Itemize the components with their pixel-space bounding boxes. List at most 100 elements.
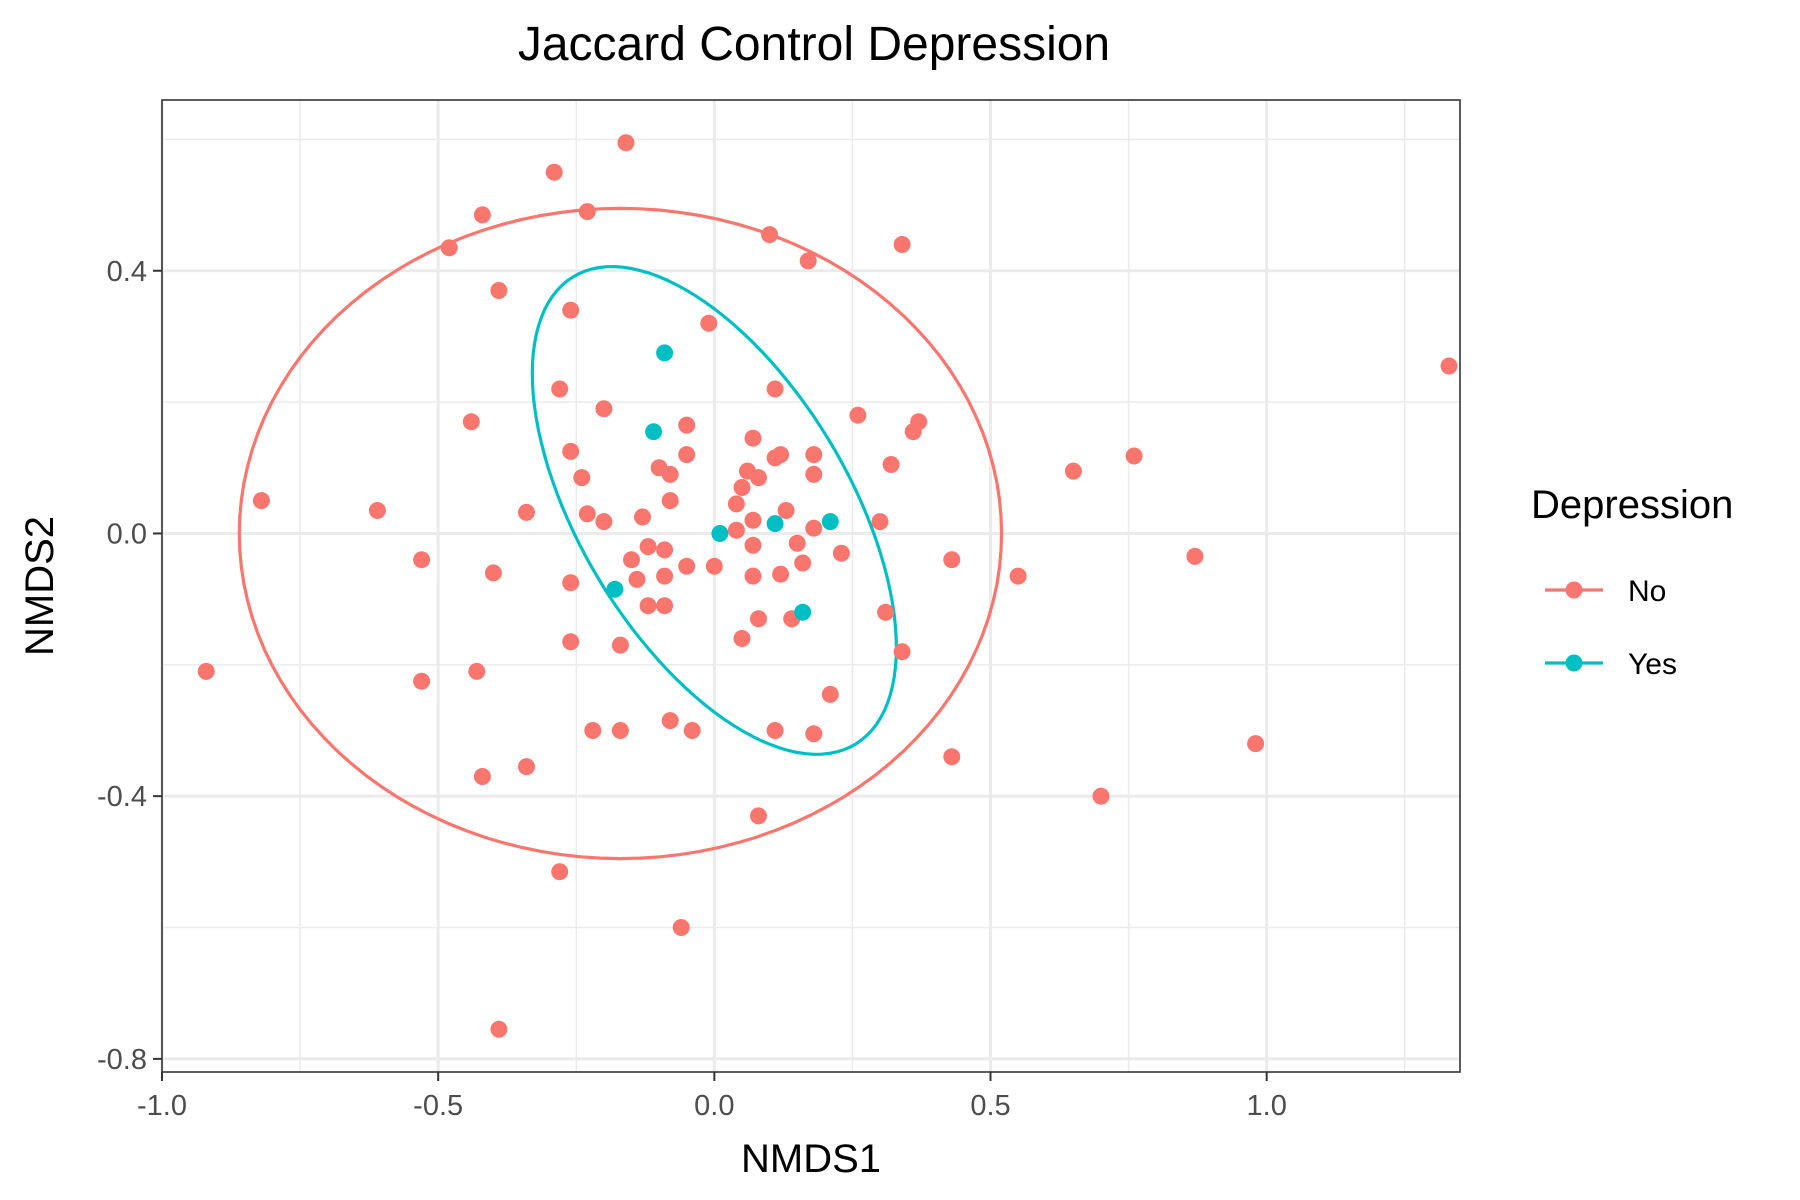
point-no xyxy=(849,406,867,424)
point-no xyxy=(551,380,569,398)
point-no xyxy=(595,400,613,418)
point-no xyxy=(788,534,806,552)
legend-label-no: No xyxy=(1628,575,1666,608)
y-tick-label: -0.4 xyxy=(97,781,147,813)
point-no xyxy=(1009,567,1027,585)
point-no xyxy=(617,134,635,152)
point-no xyxy=(413,672,431,690)
point-no xyxy=(551,863,569,881)
point-yes xyxy=(656,344,674,362)
point-no xyxy=(904,423,922,441)
y-axis: -0.8 -0.4 0.0 0.4 xyxy=(97,256,162,1076)
ellipse-yes xyxy=(530,264,899,756)
point-no xyxy=(595,513,613,531)
point-no xyxy=(678,416,696,434)
point-no xyxy=(821,685,839,703)
point-no xyxy=(473,768,491,785)
point-no xyxy=(678,557,696,575)
point-yes xyxy=(711,525,729,542)
point-no xyxy=(634,508,651,526)
point-no xyxy=(1186,547,1204,565)
y-tick-label: 0.0 xyxy=(107,518,147,550)
chart-title: Jaccard Control Depression xyxy=(518,18,1110,71)
point-no xyxy=(484,564,502,582)
legend-key-point-yes xyxy=(1565,654,1583,672)
ellipse-no xyxy=(237,206,1004,861)
legend-title: Depression xyxy=(1531,483,1733,527)
point-no xyxy=(368,502,386,519)
point-no xyxy=(744,511,762,529)
x-axis: -1.0 -0.5 0.0 0.5 1.0 xyxy=(137,1072,1287,1122)
point-no xyxy=(777,502,795,519)
point-no xyxy=(462,413,480,431)
point-no xyxy=(750,610,767,628)
point-no xyxy=(727,495,745,513)
x-tick-label: 1.0 xyxy=(1247,1090,1287,1122)
point-no xyxy=(744,429,762,447)
point-no xyxy=(761,226,779,244)
point-no xyxy=(518,758,535,776)
point-no xyxy=(468,662,486,680)
point-no xyxy=(805,725,823,743)
point-no xyxy=(545,163,563,181)
point-no xyxy=(882,456,900,473)
point-no xyxy=(750,469,767,487)
point-no xyxy=(832,544,850,562)
point-no xyxy=(611,722,629,739)
point-no xyxy=(490,282,508,299)
point-no xyxy=(805,519,823,537)
point-no xyxy=(584,722,602,739)
point-no xyxy=(744,536,762,554)
point-no xyxy=(562,442,580,460)
point-no xyxy=(639,538,657,556)
point-no xyxy=(805,465,823,483)
point-no xyxy=(766,449,784,467)
point-no xyxy=(871,513,889,531)
point-no xyxy=(661,465,679,483)
point-yes xyxy=(766,515,784,533)
x-tick-label: 0.5 xyxy=(970,1090,1010,1122)
point-no xyxy=(1247,735,1265,753)
point-no xyxy=(700,314,718,332)
point-no xyxy=(473,206,491,224)
point-no xyxy=(562,633,580,651)
point-no xyxy=(490,1020,508,1038)
point-no xyxy=(943,748,961,766)
point-no xyxy=(893,236,911,253)
point-no xyxy=(799,252,817,270)
point-no xyxy=(197,662,215,680)
plot-panel xyxy=(160,99,1461,1073)
point-no xyxy=(733,630,751,647)
point-yes xyxy=(645,423,663,441)
point-no xyxy=(893,643,911,661)
point-no xyxy=(578,203,596,221)
point-no xyxy=(683,722,701,739)
point-yes xyxy=(794,603,812,621)
legend-label-yes: Yes xyxy=(1628,648,1677,681)
point-no xyxy=(252,492,270,510)
point-no xyxy=(794,554,812,572)
legend-key-point-no xyxy=(1565,581,1583,599)
point-no xyxy=(678,446,696,464)
y-tick-label: -0.8 xyxy=(97,1044,147,1076)
point-no xyxy=(877,603,895,621)
point-no xyxy=(440,239,458,257)
point-no xyxy=(573,469,591,487)
point-no xyxy=(562,574,580,592)
point-no xyxy=(639,597,657,615)
point-no xyxy=(744,567,762,585)
panel-border xyxy=(161,99,1461,1073)
point-no xyxy=(623,551,640,569)
point-no xyxy=(766,722,784,739)
point-yes xyxy=(821,513,839,531)
point-no xyxy=(656,541,674,559)
point-no xyxy=(1064,462,1082,480)
point-no xyxy=(656,567,674,585)
point-no xyxy=(1092,787,1110,805)
point-no xyxy=(766,380,784,398)
point-no xyxy=(611,636,629,654)
point-no xyxy=(772,565,790,583)
point-no xyxy=(733,479,751,496)
point-no xyxy=(413,551,431,569)
